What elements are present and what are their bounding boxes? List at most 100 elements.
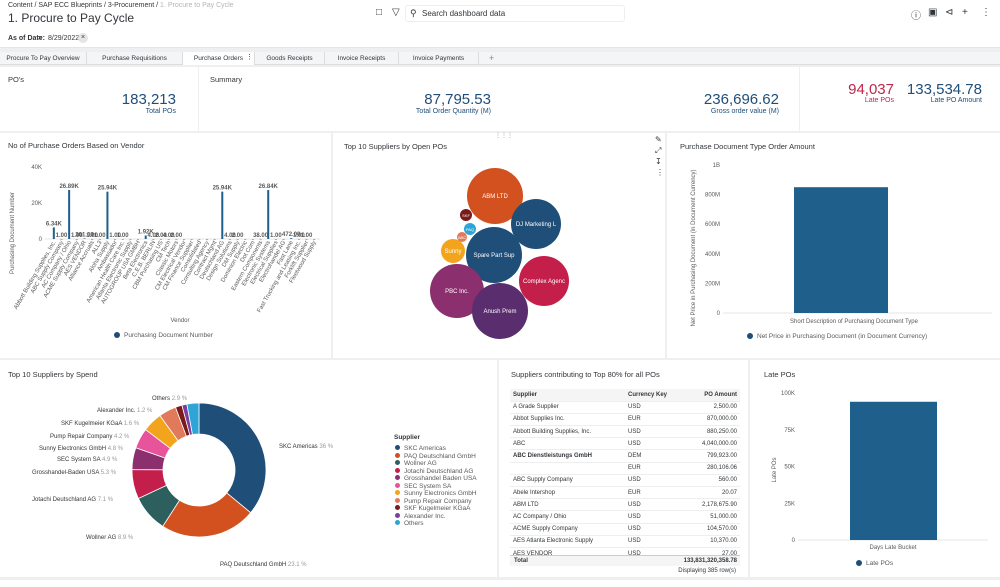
spend-legend-item[interactable]: PAQ Deutschland GmbH [395,452,477,461]
spend-legend: SKC Americas PAQ Deutschland GmbH Wollner … [395,445,477,528]
donut-label: PAQ Deutschland GmbH 23.1 % [220,562,307,568]
breadcrumb-content[interactable]: Content [8,2,33,9]
cell-amount: 2,178,675.90 [673,498,740,512]
tab-invoice-receipts[interactable]: Invoice Receipts [325,52,399,65]
table-row[interactable]: ABC Dienstleistungs GmbH DEM 799,923.00 [510,449,740,463]
drag-handle-icon[interactable]: ⋮⋮⋮ [495,133,513,139]
tab-invoice-payments[interactable]: Invoice Payments [399,52,479,65]
add-icon[interactable]: + [962,7,968,18]
table-row[interactable]: ABM LTD USD 2,178,675.90 [510,498,740,512]
donut-label: SKC Americas 36 % [279,444,334,450]
bubble[interactable] [457,232,467,242]
vendor-bar [52,227,55,239]
vendor-data-label: 25.94K [98,186,118,192]
bubble-label: Anush Prem [483,309,516,315]
cell-supplier: A Grade Supplier [510,401,625,414]
donut-pct: 1.2 % [137,408,153,414]
table-row[interactable]: A Grade Supplier USD 2,500.00 [510,401,740,414]
spend-legend-text: Sunny Electronics GmbH [404,490,477,497]
vendor-bar [221,191,224,239]
table-row[interactable]: EUR 280,106.06 [510,462,740,475]
spend-legend-dot [395,460,400,465]
bookmark-icon[interactable]: ▣ [928,7,938,18]
bubble-label: SKF [462,213,470,218]
table-footer: Displaying 385 row(s) [678,568,736,574]
bubble[interactable] [472,283,528,339]
share-icon[interactable]: ⊲ [945,7,954,18]
table-row[interactable]: AC Company / Ohio USD 51,000.00 [510,510,740,524]
vendor-chart-card: No of Purchase Orders Based on Vendor Pu… [0,133,331,358]
bubble[interactable] [430,264,484,318]
spend-legend-dot [395,520,400,525]
bubble[interactable] [441,239,465,263]
top80-table-scroll[interactable]: Supplier Currency Key PO Amount A Grade … [510,389,740,567]
add-tab-icon[interactable]: + [489,53,495,63]
search-input[interactable]: ⚲ Search dashboard data [405,5,625,22]
cell-currency: USD [625,523,673,536]
donut-slice[interactable] [186,402,200,436]
col-currency[interactable]: Currency Key [625,389,673,402]
bottom-bar [0,580,1000,587]
spend-legend-item[interactable]: Alexander Inc. [395,512,477,521]
vendor-bar [98,238,101,240]
table-row[interactable]: ACME Supply Company USD 104,570.00 [510,523,740,536]
vendor-data-label: 4.00 [148,233,160,239]
edit-icon[interactable]: ✎ [655,135,662,144]
spend-legend-item[interactable]: Grosshandel Baden USA [395,475,477,483]
spend-legend-item[interactable]: Sunny Electronics GmbH [395,490,477,498]
breadcrumb-blueprints[interactable]: SAP ECC Blueprints [38,2,103,9]
more-icon[interactable]: ⋮ [981,7,991,18]
table-row[interactable]: Abele Intershop EUR 20.07 [510,486,740,500]
book-icon[interactable]: □ [376,7,383,18]
spend-chart-card: Top 10 Suppliers by Spend SKC Americas 3… [0,360,497,577]
spend-legend-item[interactable]: SKF Kugelmeier KGaA [395,505,477,513]
col-po-amount[interactable]: PO Amount [673,389,740,402]
table-row[interactable]: Abbott Building Supplies, Inc. USD 880,250… [510,425,740,439]
tab-goods-receipts[interactable]: Goods Receipts [255,52,325,65]
bubble[interactable] [467,168,523,224]
spend-legend-dot [395,482,400,488]
spend-chart-title: Top 10 Suppliers by Spend [8,370,98,379]
spend-legend-item[interactable]: Jotachi Deutschland AG [395,467,477,476]
bubble[interactable] [460,209,472,221]
donut-slice[interactable] [198,402,267,514]
expand-icon[interactable]: ⤢ [655,146,662,155]
cell-amount: 560.00 [673,474,740,488]
info-icon[interactable]: ⓘ [911,11,921,22]
table-row[interactable]: AES Atlanta Electronic Supply USD 10,370.0… [510,535,740,548]
cell-currency: EUR [625,462,673,475]
clear-filter-icon[interactable]: × [78,33,88,43]
cell-supplier: ABC Supply Company [510,474,625,488]
spend-legend-item[interactable]: SKC Americas [395,445,477,453]
filter-icon[interactable]: ▽ [392,7,400,18]
donut-label: Wollner AG 8.9 % [86,535,134,541]
table-row[interactable]: ABC Supply Company USD 560.00 [510,474,740,488]
table-row[interactable]: Abbot Supplies Inc. EUR 870,000.00 [510,413,740,427]
tab-requisitions[interactable]: Purchase Requisitions [87,52,183,65]
spend-legend-item[interactable]: Pump Repair Company [395,497,477,506]
tab-menu-icon[interactable]: ⋮ [246,54,253,61]
cell-supplier: ABC [510,437,625,451]
cell-amount: 870,000.00 [673,413,740,427]
bubble-label: PBC Inc. [445,289,469,295]
table-row[interactable]: ABC USD 4,040,000.00 [510,437,740,451]
vendor-data-label: 4.00 [163,233,175,239]
bubble-label: Spare Part Sup [473,253,515,259]
col-supplier[interactable]: Supplier [510,389,625,402]
spend-legend-item[interactable]: Others [395,520,477,528]
bubble[interactable] [519,256,569,306]
tab-overview[interactable]: Procure To Pay Overview [0,52,87,65]
vendor-bar [190,238,193,240]
export-icon[interactable]: ↧ [655,157,662,166]
filter-value[interactable]: 8/29/2022 [48,35,80,42]
bubble[interactable] [466,227,522,283]
bubble[interactable] [464,223,476,235]
spend-legend-item[interactable]: SEC System SA [395,482,477,491]
spend-legend-item[interactable]: Wollner AG [395,460,477,468]
donut-pct: 8.9 % [118,535,134,541]
breadcrumb-procurement[interactable]: 3-Procurement [107,2,155,9]
tab-purchase-orders[interactable]: Purchase Orders [183,52,255,65]
widget-more-icon[interactable]: ⋮ [656,168,664,177]
doctype-chart-title: Purchase Document Type Order Amount [680,142,815,151]
bubble[interactable] [511,199,561,249]
